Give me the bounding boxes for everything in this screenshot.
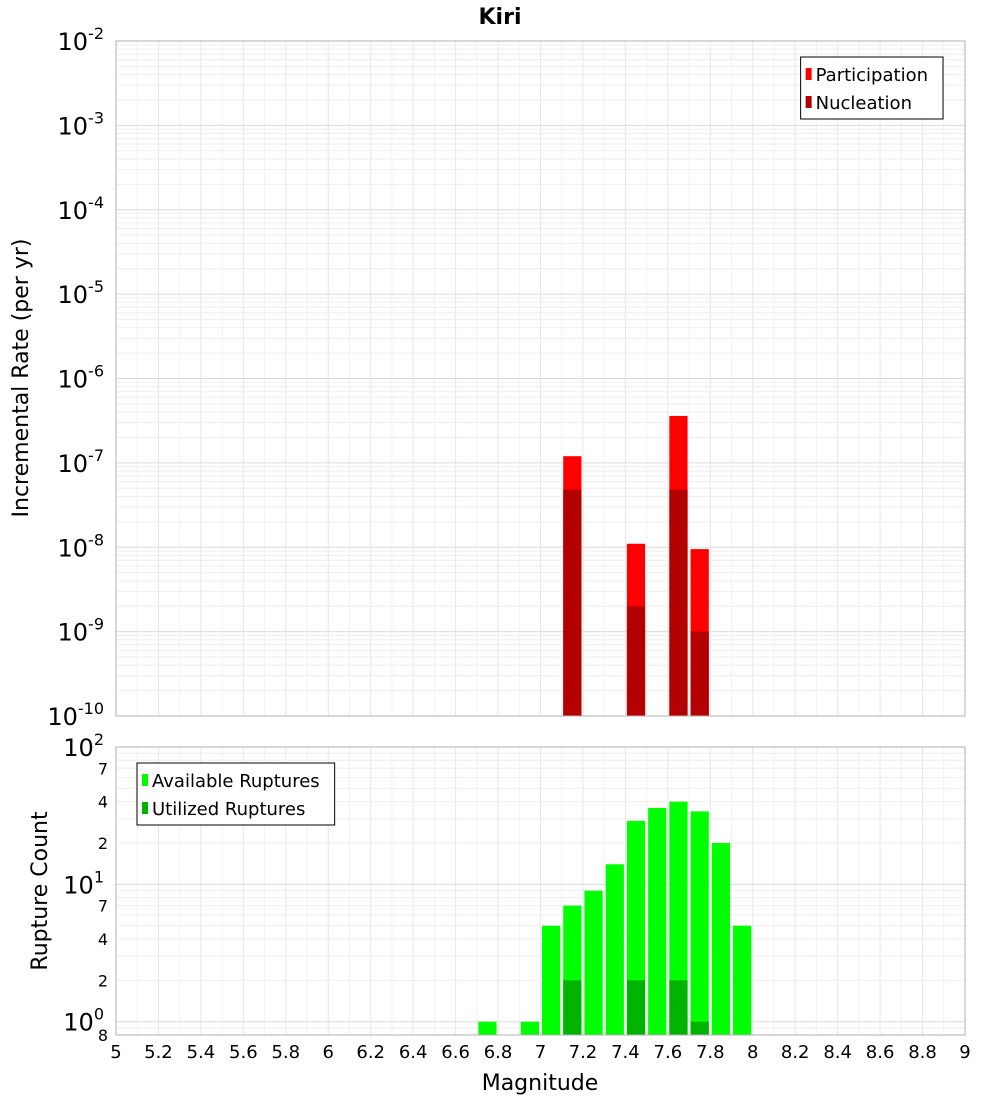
y-tick-label: 10-8	[58, 530, 105, 562]
legend-label-utilized-ruptures: Utilized Ruptures	[152, 799, 305, 820]
legend-swatch-participation	[805, 68, 812, 80]
y-tick-label: 2	[98, 971, 108, 990]
y-tick-label: 7	[98, 759, 108, 778]
x-axis: 5 5.2 5.4 5.6 5.8 6 6.2 6.4 6.6 6.8 7 7.2 7.4 7.6 7.8 8…	[110, 1042, 970, 1063]
x-tick-label: 5.2	[144, 1042, 173, 1063]
x-tick-label: 6.8	[484, 1042, 513, 1063]
y-tick-label: 8	[98, 1026, 108, 1045]
plot-frame	[115, 40, 966, 717]
legend-label-available-ruptures: Available Ruptures	[152, 771, 320, 792]
y-tick-label: 10-9	[58, 615, 105, 647]
bar-available-ruptures	[669, 801, 688, 1035]
bar-available-ruptures	[648, 807, 667, 1035]
x-tick-label: 5.4	[187, 1042, 216, 1063]
legend-swatch-nucleation	[805, 96, 812, 108]
x-tick-label: 6.2	[356, 1042, 385, 1063]
bar-nucleation	[669, 489, 688, 716]
x-tick-label: 5	[110, 1042, 121, 1063]
x-tick-label: 9	[959, 1042, 970, 1063]
bar-available-ruptures	[733, 925, 752, 1035]
y-tick-label: 10-5	[58, 277, 105, 309]
legend-label-participation: Participation	[816, 65, 928, 86]
rate-panel: 10-2 10-3 10-4 10-5 10-6 10-7 10-8 10-9 10-10 Inc…	[9, 24, 966, 731]
bar-available-ruptures	[542, 925, 561, 1035]
bar-available-ruptures	[520, 1021, 539, 1035]
x-tick-label: 7.4	[611, 1042, 640, 1063]
bar-nucleation	[626, 606, 646, 716]
y-tick-label: 10-10	[47, 699, 104, 731]
y-tick-label: 100	[63, 1005, 104, 1037]
bar-nucleation	[690, 631, 709, 716]
y-tick-label: 4	[98, 930, 108, 949]
chart-title: Kiri	[479, 5, 522, 30]
y-tick-label: 10-6	[58, 362, 105, 394]
y-tick-label: 10-3	[58, 108, 105, 140]
x-tick-label: 8.8	[908, 1042, 937, 1063]
bar-available-ruptures	[478, 1021, 497, 1035]
x-tick-label: 7	[535, 1042, 546, 1063]
x-tick-label: 5.6	[229, 1042, 258, 1063]
bar-utilized-ruptures	[690, 1021, 709, 1035]
bar-available-ruptures	[711, 843, 731, 1035]
x-tick-label: 5.8	[271, 1042, 300, 1063]
plot-frame	[115, 746, 966, 1036]
y-tick-label: 10-7	[58, 446, 105, 478]
y-axis-label: Rupture Count	[28, 811, 53, 971]
x-tick-label: 8.4	[823, 1042, 852, 1063]
bar-available-ruptures	[605, 864, 624, 1035]
x-tick-label: 6	[323, 1042, 334, 1063]
x-axis-label: Magnitude	[482, 1071, 599, 1096]
legend: Available Ruptures Utilized Ruptures	[136, 762, 336, 826]
y-tick-label: 7	[98, 897, 108, 916]
x-tick-label: 7.6	[654, 1042, 683, 1063]
bar-nucleation	[563, 489, 582, 716]
bar-available-ruptures	[584, 890, 603, 1035]
legend: Participation Nucleation	[800, 56, 944, 120]
x-tick-label: 8.2	[781, 1042, 810, 1063]
legend-swatch-available-ruptures	[142, 774, 148, 786]
y-tick-label: 10-2	[58, 24, 105, 56]
series-nucleation	[563, 489, 709, 716]
legend-label-nucleation: Nucleation	[816, 93, 912, 114]
y-tick-label: 101	[63, 867, 104, 899]
bar-available-ruptures	[690, 811, 709, 1035]
legend-swatch-utilized-ruptures	[142, 802, 148, 814]
y-tick-label: 4	[98, 793, 108, 812]
bar-utilized-ruptures	[626, 980, 646, 1035]
y-tick-label: 10-4	[58, 193, 105, 225]
y-axis-label: Incremental Rate (per yr)	[9, 239, 34, 518]
series-utilized-ruptures	[563, 980, 709, 1035]
series-available-ruptures	[478, 801, 752, 1035]
legend-box	[800, 56, 944, 120]
bar-utilized-ruptures	[563, 980, 582, 1035]
x-tick-label: 8	[747, 1042, 758, 1063]
legend-box	[136, 762, 336, 826]
x-tick-label: 6.6	[441, 1042, 470, 1063]
x-tick-label: 8.6	[866, 1042, 895, 1063]
x-tick-label: 6.4	[399, 1042, 428, 1063]
y-tick-label: 102	[63, 730, 104, 762]
bar-utilized-ruptures	[669, 980, 688, 1035]
x-tick-label: 7.8	[696, 1042, 725, 1063]
y-tick-label: 2	[98, 834, 108, 853]
x-tick-label: 7.2	[569, 1042, 598, 1063]
